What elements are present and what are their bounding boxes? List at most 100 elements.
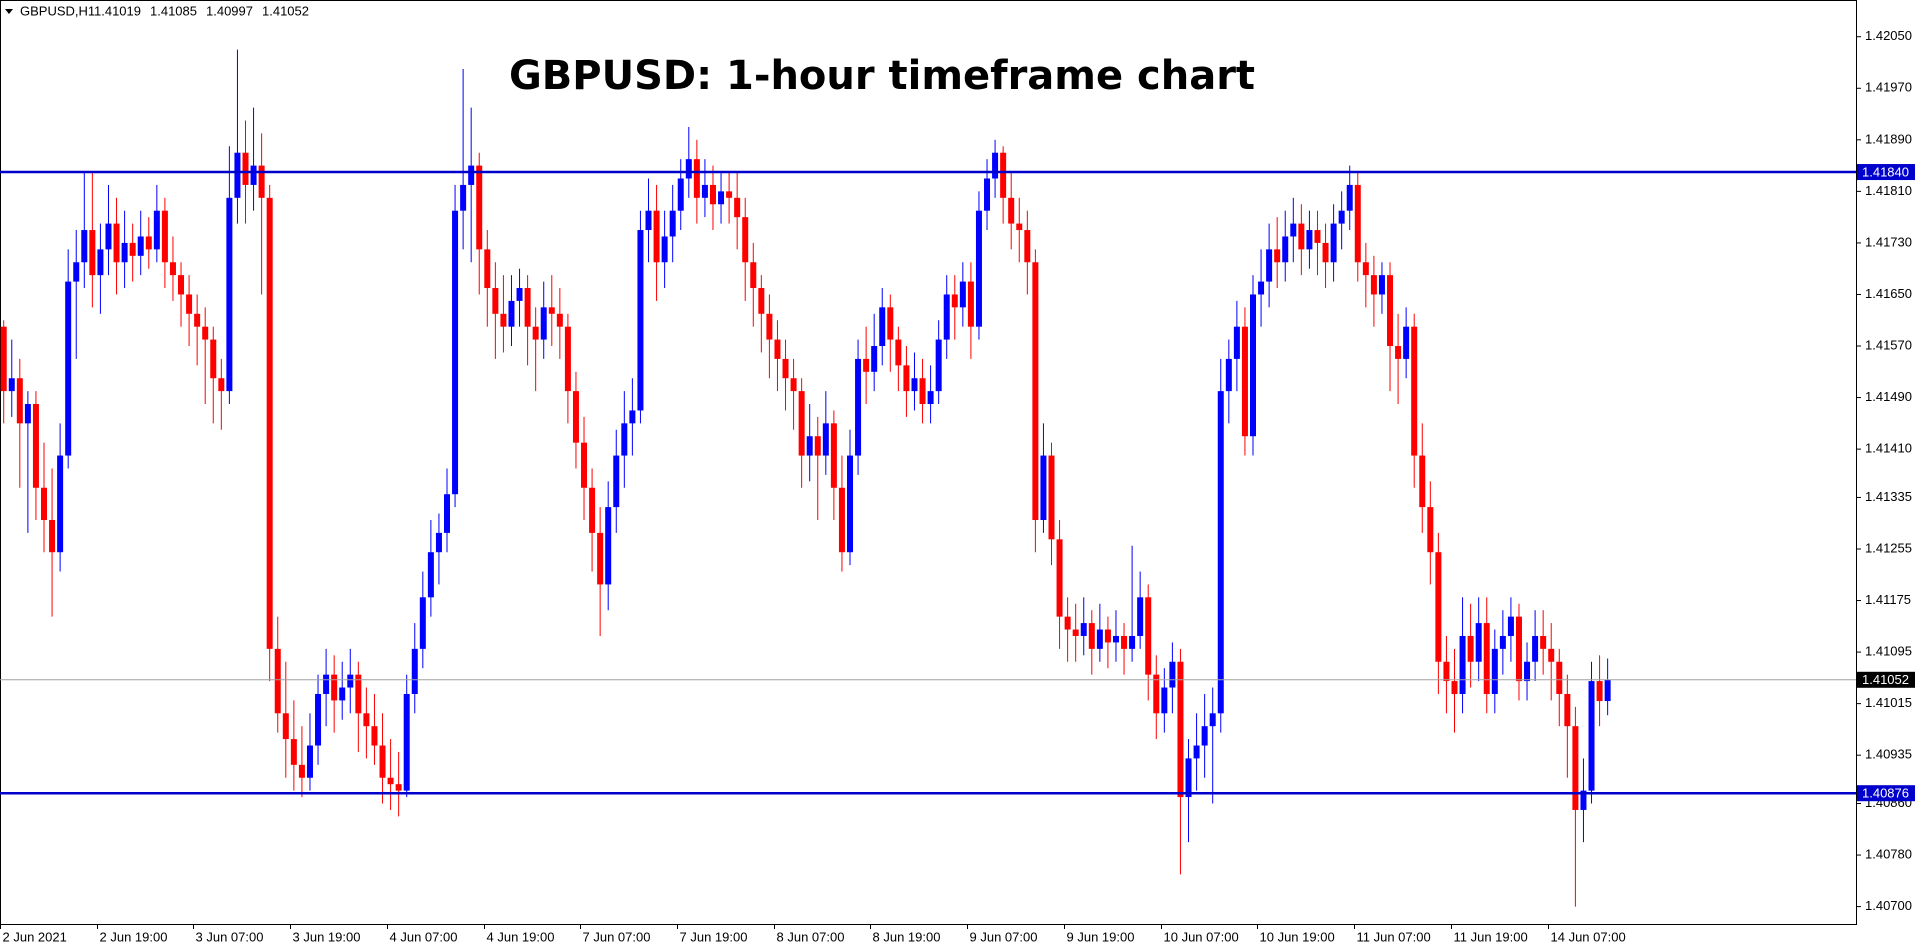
candle-body [226,197,233,392]
y-tick-label: 1.41570 [1865,337,1912,352]
candle-body [1395,346,1402,359]
candle-body [919,378,926,405]
x-tick-label: 8 Jun 19:00 [873,929,941,944]
candle-body [1129,635,1136,649]
candle-body [629,410,636,424]
candle-body [347,674,354,688]
candle-body [274,648,281,714]
candle-body [1016,223,1023,231]
candle-body [484,249,491,289]
candle-body [1201,726,1208,746]
candle-body [847,455,853,553]
x-tick-label: 7 Jun 19:00 [680,929,748,944]
candle-body [814,436,821,456]
candle-body [113,223,120,263]
ohlc-low: 1.40997 [206,3,253,18]
candle-body [1532,635,1539,662]
candle-body [476,165,483,250]
candle-body [855,358,862,456]
candle-body [693,159,700,198]
y-tick-label: 1.41095 [1865,644,1912,659]
candle-body [32,404,39,488]
candle-body [153,210,160,250]
menu-arrow[interactable] [5,9,13,14]
level-tag [1857,671,1915,688]
candle-body [129,242,136,256]
candle-body [798,391,805,456]
candle-body [1048,455,1055,540]
candle-body [532,326,539,340]
level-label: 1.41052 [1862,672,1909,687]
candle-body [758,288,765,314]
candle-body [685,159,692,179]
plot-frame [0,0,1857,925]
candle-body [572,391,579,443]
candle-body [734,197,741,218]
candle-body [1096,629,1103,649]
y-tick-label: 1.41490 [1865,389,1912,404]
candle-body [234,152,241,198]
candle-body [605,507,612,585]
candle-body [806,436,813,456]
candle-body [742,217,749,263]
candle-body [1153,674,1160,714]
candle-body [1459,635,1466,694]
candle-body [1362,262,1369,276]
candle-body [1233,326,1240,359]
candle-body [49,519,56,553]
candle-body [959,281,966,308]
x-tick-label: 2 Jun 2021 [3,929,67,944]
candle-body [895,339,902,366]
candle-body [838,487,845,553]
candle-body [371,726,378,746]
candle-body [951,294,958,308]
candle-body [65,281,72,456]
y-tick-label: 1.41730 [1865,234,1912,249]
ohlc-close: 1.41052 [262,3,309,18]
candle-body [1056,539,1063,617]
x-tick-label: 7 Jun 07:00 [583,929,651,944]
candle-body [1080,623,1087,636]
candle-body [1564,693,1571,727]
candle-body [1145,597,1152,675]
candle-body [1435,552,1442,662]
candle-body [927,391,934,405]
level-tag [1857,785,1915,802]
y-tick-label: 1.41890 [1865,131,1912,146]
candle-body [863,358,870,372]
candle-body [169,262,176,276]
candle-body [1427,507,1434,553]
candle-body [1104,629,1111,643]
candle-body [97,249,104,276]
candle-body [468,165,475,185]
candle-body [1491,648,1498,694]
candle-body [653,210,660,263]
candle-body [1137,597,1144,636]
y-tick-label: 1.42050 [1865,28,1912,43]
candle-body [210,339,217,379]
candle-body [669,210,676,237]
candle-body [1346,184,1353,211]
candle-body [266,197,273,649]
candle-body [581,442,588,488]
candle-body [548,307,555,314]
y-tick-label: 1.40780 [1865,846,1912,861]
candle-body [492,288,499,314]
candle-body [516,288,523,301]
candle-body [1540,635,1547,649]
candle-body [1258,281,1265,295]
candle-body [1596,681,1603,702]
y-tick-label: 1.41015 [1865,695,1912,710]
candle-body [1072,629,1079,636]
candle-body [1354,184,1361,263]
candle-body [871,346,878,372]
candle-body [887,307,894,340]
x-tick-label: 8 Jun 07:00 [777,929,845,944]
x-tick-label: 2 Jun 19:00 [100,929,168,944]
candle-body [1378,275,1385,295]
candle-body [282,713,289,740]
candle-body [355,674,362,714]
candle-body [1193,745,1200,759]
candle-body [290,739,297,765]
